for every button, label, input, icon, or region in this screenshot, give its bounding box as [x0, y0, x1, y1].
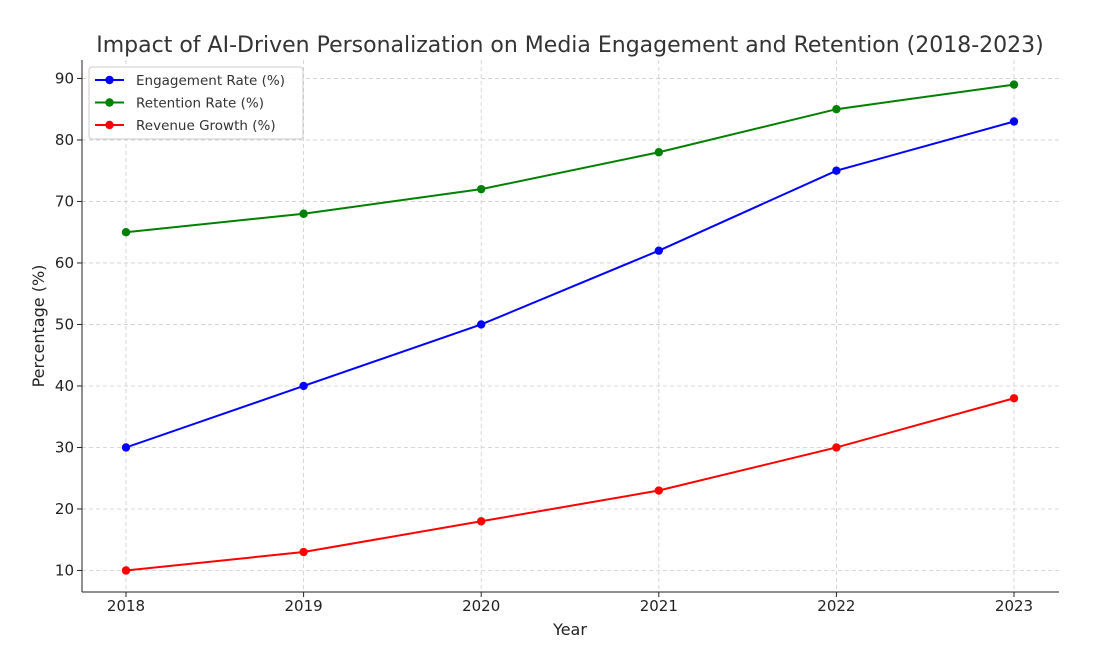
y-tick-label: 50 [55, 315, 74, 333]
y-tick-label: 10 [55, 561, 74, 579]
y-tick-label: 40 [55, 377, 74, 395]
chart-title: Impact of AI-Driven Personalization on M… [96, 33, 1043, 58]
legend-items: Engagement Rate (%) Retention Rate (%) Rev… [95, 73, 285, 134]
legend-label: Revenue Growth (%) [136, 118, 276, 134]
data-point [1009, 117, 1019, 126]
data-point [654, 246, 663, 255]
x-tick-label: 2021 [640, 597, 678, 615]
ticks-layer: 2018 2019 2020 2021 2022 2023 10 20 30 40 50 60 70 80… [55, 69, 1033, 615]
data-point [654, 486, 663, 495]
data-point [832, 443, 841, 452]
data-point [832, 105, 841, 114]
y-tick-label: 30 [55, 438, 74, 456]
legend-item: Retention Rate (%) [95, 96, 264, 112]
x-tick-label: 2023 [995, 597, 1033, 615]
series-line [125, 120, 1015, 449]
series-0 [121, 117, 1019, 452]
data-point [477, 517, 486, 526]
data-point [477, 184, 486, 194]
data-point [299, 547, 308, 557]
y-tick-label: 20 [55, 500, 74, 518]
data-point [121, 443, 131, 452]
legend-swatch-marker [105, 75, 114, 85]
data-point [477, 320, 486, 329]
legend-label: Retention Rate (%) [136, 96, 264, 112]
data-point [1009, 80, 1019, 89]
y-tick-label: 70 [55, 192, 74, 210]
x-tick-label: 2019 [285, 597, 323, 615]
legend-swatch-marker [105, 120, 114, 130]
y-tick-label: 90 [55, 69, 74, 87]
legend: Engagement Rate (%) Retention Rate (%) Rev… [88, 66, 304, 140]
axes-layer [81, 60, 1059, 593]
legend-item: Revenue Growth (%) [95, 118, 276, 134]
data-point [832, 166, 841, 175]
x-tick-label: 2022 [817, 597, 855, 615]
series-layer [121, 80, 1019, 575]
series-line [125, 83, 1015, 234]
data-point [654, 148, 663, 157]
legend-swatch-marker [105, 98, 114, 107]
data-point [1009, 394, 1019, 403]
series-line [125, 397, 1015, 572]
legend-label: Engagement Rate (%) [136, 73, 285, 89]
series-1 [121, 80, 1019, 237]
x-axis-label: Year [552, 620, 587, 639]
x-tick-label: 2018 [107, 597, 145, 615]
grid-layer [82, 60, 1059, 592]
series-2 [121, 394, 1019, 575]
data-point [299, 209, 308, 218]
y-tick-label: 80 [55, 131, 74, 149]
data-point [121, 566, 131, 575]
x-tick-label: 2020 [462, 597, 500, 615]
legend-item: Engagement Rate (%) [95, 73, 285, 89]
y-axis-label: Percentage (%) [29, 265, 48, 388]
legend-box [88, 66, 304, 140]
data-point [299, 381, 308, 391]
y-tick-label: 60 [55, 254, 74, 272]
data-point [121, 228, 131, 237]
